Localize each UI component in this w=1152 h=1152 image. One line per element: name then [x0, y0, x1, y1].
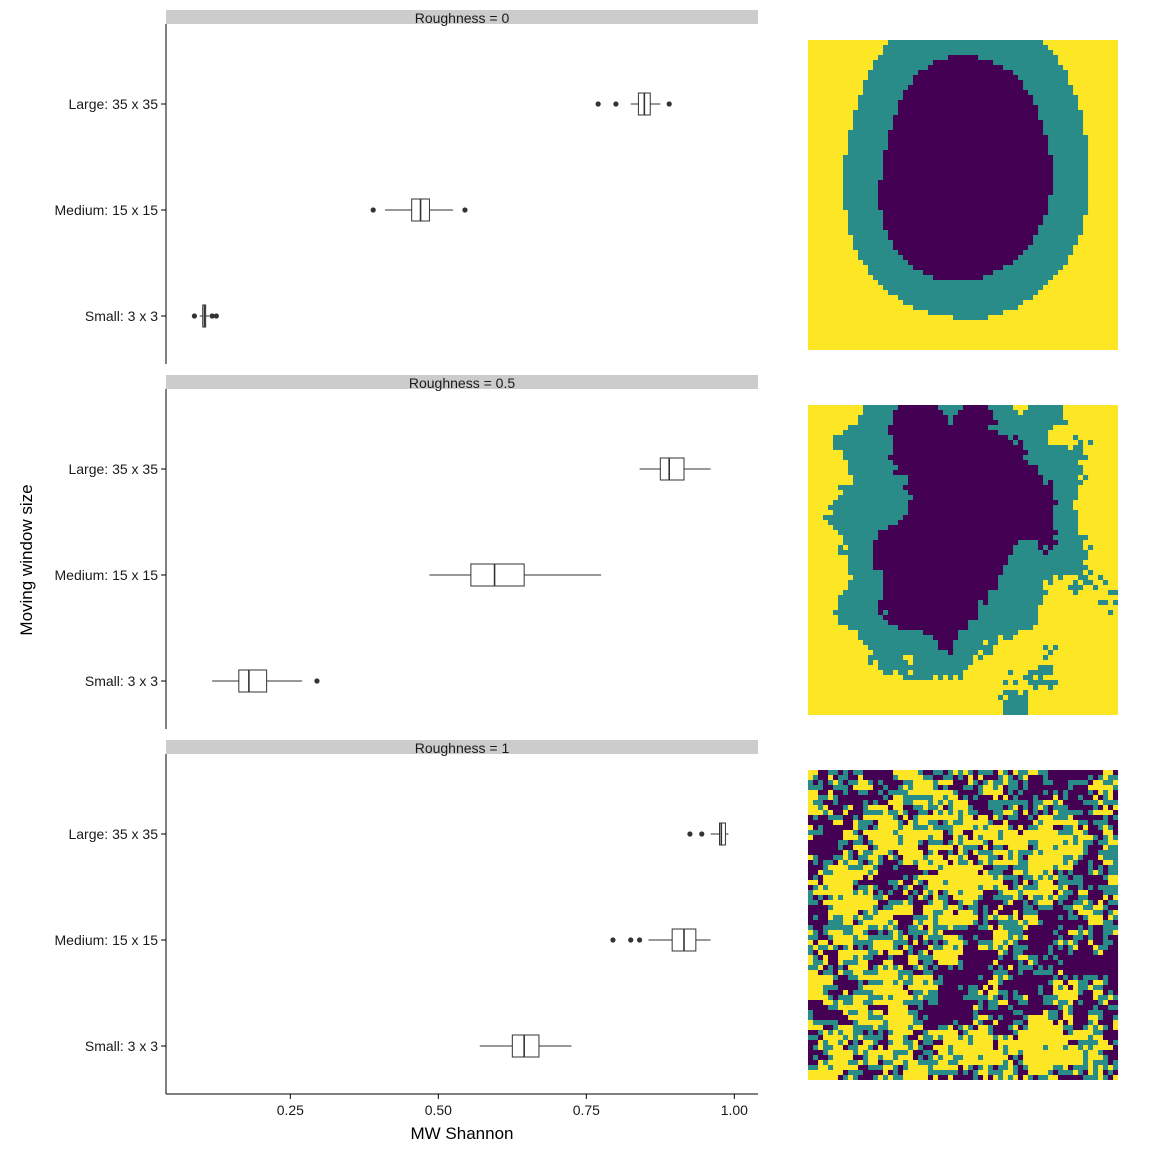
facet-panel: Roughness = 1 Large: 35 x 35 Medium: 15 x … [55, 740, 758, 1094]
landscape-class-mid [808, 770, 1119, 1081]
landscape-class-low [808, 770, 1119, 1081]
y-tick-label: Small: 3 x 3 [85, 308, 158, 324]
facet-strip [166, 740, 758, 754]
box [687, 822, 729, 846]
outlier-point [613, 101, 619, 107]
outlier-point [610, 937, 616, 943]
outlier-point [209, 313, 215, 319]
landscape-map [808, 405, 1119, 716]
x-tick-label: 1.00 [721, 1102, 748, 1118]
landscape-map [808, 40, 1118, 350]
box [639, 457, 711, 481]
facet-strip [166, 375, 758, 389]
landscape-map [808, 770, 1119, 1081]
outlier-point [699, 831, 705, 837]
x-tick-label: 0.75 [573, 1102, 600, 1118]
box-iqr [238, 669, 268, 693]
box [595, 92, 672, 116]
y-tick-label: Medium: 15 x 15 [55, 567, 159, 583]
facet-strip-label: Roughness = 1 [415, 740, 510, 756]
outlier-point [462, 207, 468, 213]
y-tick-label: Medium: 15 x 15 [55, 202, 159, 218]
y-tick-label: Large: 35 x 35 [68, 96, 158, 112]
outlier-point [687, 831, 693, 837]
outlier-point [595, 101, 601, 107]
outlier-point [314, 678, 320, 684]
outlier-point [637, 937, 643, 943]
y-tick-label: Small: 3 x 3 [85, 673, 158, 689]
x-tick-label: 0.25 [277, 1102, 304, 1118]
outlier-point [666, 101, 672, 107]
box [191, 304, 219, 328]
facet-strip [166, 10, 758, 24]
y-tick-label: Small: 3 x 3 [85, 1038, 158, 1054]
landscape-maps [808, 40, 1119, 1081]
facet-panel: Roughness = 0 Large: 35 x 35 Medium: 15 x … [55, 10, 758, 364]
y-tick-label: Large: 35 x 35 [68, 826, 158, 842]
y-axis-title: Moving window size [17, 484, 36, 635]
landscape-class-low [878, 55, 1054, 281]
box [479, 1034, 572, 1058]
box [370, 198, 468, 222]
facets-layer: Roughness = 0 Large: 35 x 35 Medium: 15 x … [55, 10, 758, 1094]
outlier-point [191, 313, 198, 319]
landscape-class-mid [823, 405, 1119, 716]
facet-strip-label: Roughness = 0 [415, 10, 510, 26]
box [610, 928, 711, 952]
box [212, 669, 320, 693]
facet-strip-label: Roughness = 0.5 [409, 375, 515, 391]
outlier-point [213, 313, 219, 319]
box-iqr [719, 822, 726, 846]
x-axis: 0.25 0.50 0.75 1.00 [166, 1093, 758, 1118]
box [429, 563, 602, 587]
outlier-point [370, 207, 376, 213]
y-tick-label: Large: 35 x 35 [68, 461, 158, 477]
landscape-class-low [873, 405, 1059, 656]
facet-panel: Roughness = 0.5 Large: 35 x 35 Medium: 15 … [55, 375, 758, 729]
y-tick-label: Medium: 15 x 15 [55, 932, 159, 948]
box-iqr [511, 1034, 540, 1058]
x-tick-label: 0.50 [425, 1102, 452, 1118]
outlier-point [628, 937, 634, 943]
box-iqr [659, 457, 685, 481]
box-iqr [470, 563, 525, 587]
x-axis-title: MW Shannon [411, 1124, 514, 1143]
